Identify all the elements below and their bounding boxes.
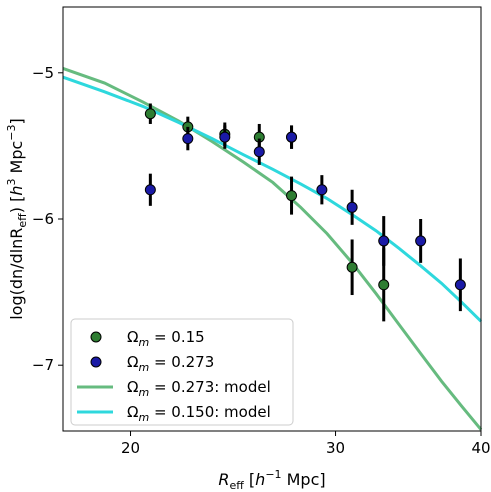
data-point-m-0-273-9 bbox=[454, 279, 466, 291]
y-axis-label-unit: Mpc bbox=[7, 141, 26, 179]
legend-label-model-0150: Ωm = 0.150: model bbox=[127, 403, 271, 424]
data-point-m-0-273-7 bbox=[378, 235, 390, 247]
y-axis-label-h: h bbox=[7, 186, 26, 196]
data-point-m-0-273-0 bbox=[144, 184, 156, 196]
legend-marker-omega-0273 bbox=[90, 356, 102, 368]
x-axis-label-close: Mpc] bbox=[282, 470, 326, 489]
legend-label-model-0273-sub: m bbox=[138, 386, 149, 399]
y-tick-label--5: −5 bbox=[32, 64, 54, 82]
legend-label-model-0150-value: = 0.150: model bbox=[149, 403, 271, 421]
y-ticks: −5 −6 −7 bbox=[32, 64, 63, 374]
data-point-m-0-15-0 bbox=[144, 108, 156, 120]
y-tick-label--7: −7 bbox=[32, 356, 54, 374]
data-point-m-0-273-6 bbox=[346, 201, 358, 213]
data-point-m-0-15-5 bbox=[286, 190, 298, 202]
legend-label-omega-0273-value: = 0.273 bbox=[149, 353, 214, 371]
legend-label-model-0150-sub: m bbox=[138, 411, 149, 424]
y-axis-label-mid: ) [ bbox=[7, 196, 26, 214]
legend-label-omega-0273: Ωm = 0.273 bbox=[127, 353, 214, 374]
series-line-m-0-273-model bbox=[62, 66, 483, 431]
x-axis-label: Reff [h−1 Mpc] bbox=[218, 468, 325, 492]
y-axis-label-close: ] bbox=[7, 118, 26, 124]
legend-label-omega-0273-sub: m bbox=[138, 361, 149, 374]
x-axis-label-exp: −1 bbox=[265, 468, 281, 481]
y-tick-label--6: −6 bbox=[32, 210, 54, 228]
legend: Ωm = 0.15 Ωm = 0.273 Ωm = 0.273: model Ω… bbox=[70, 318, 294, 426]
x-axis-label-h: h bbox=[255, 470, 265, 489]
series-line-m-0-150-model bbox=[62, 75, 483, 323]
data-point-m-0-273-8 bbox=[415, 235, 427, 247]
data-point-m-0-273-2 bbox=[219, 131, 231, 143]
x-axis-label-open: [ bbox=[244, 470, 255, 489]
data-point-m-0-15-6 bbox=[346, 261, 358, 273]
legend-label-model-0150-sym: Ω bbox=[127, 403, 138, 421]
legend-label-omega-0273-sym: Ω bbox=[127, 353, 138, 371]
y-axis-label-sub: eff bbox=[16, 213, 29, 228]
y-axis-label: log(dn/dlnReff) [h3 Mpc−3] bbox=[5, 118, 29, 320]
data-point-m-0-273-1 bbox=[182, 133, 194, 145]
data-point-m-0-273-5 bbox=[316, 184, 328, 196]
x-tick-label-20: 20 bbox=[121, 439, 140, 457]
legend-label-model-0273: Ωm = 0.273: model bbox=[127, 378, 271, 399]
legend-label-omega-015-value: = 0.15 bbox=[149, 328, 205, 346]
legend-label-omega-015: Ωm = 0.15 bbox=[127, 328, 205, 349]
data-point-m-0-273-4 bbox=[286, 131, 298, 143]
model-lines bbox=[62, 66, 483, 431]
legend-marker-omega-015 bbox=[90, 331, 102, 343]
x-axis-label-sub: eff bbox=[229, 479, 244, 492]
y-axis-label-exp2: −3 bbox=[5, 124, 18, 140]
data-point-m-0-15-7 bbox=[378, 279, 390, 291]
x-axis-label-main: R bbox=[218, 470, 229, 489]
legend-label-omega-015-sym: Ω bbox=[127, 328, 138, 346]
x-ticks: 20 30 40 bbox=[121, 431, 491, 457]
legend-label-model-0273-value: = 0.273: model bbox=[149, 378, 271, 396]
legend-box bbox=[70, 318, 294, 426]
legend-label-omega-015-sub: m bbox=[138, 336, 149, 349]
y-axis-label-exp1: 3 bbox=[5, 179, 18, 186]
data-point-m-0-273-3 bbox=[253, 146, 265, 158]
data-points bbox=[144, 103, 466, 322]
y-axis-label-main: log(dn/dlnR bbox=[7, 228, 26, 320]
legend-label-model-0273-sym: Ω bbox=[127, 378, 138, 396]
x-tick-label-30: 30 bbox=[326, 439, 345, 457]
x-tick-label-40: 40 bbox=[471, 439, 490, 457]
